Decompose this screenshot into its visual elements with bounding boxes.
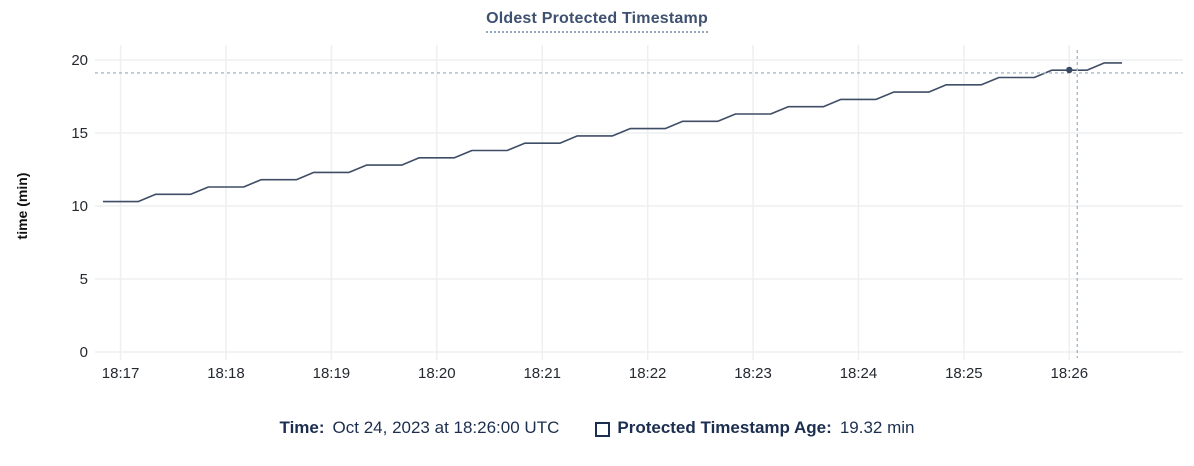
legend-time-value: Oct 24, 2023 at 18:26:00 UTC [332,418,560,437]
legend-series-label[interactable]: Protected Timestamp Age: [617,418,832,437]
x-tick-label: 18:23 [734,365,772,382]
x-tick-label: 18:19 [313,365,351,382]
x-tick-label: 18:22 [629,365,667,382]
y-axis-label: time (min) [14,173,30,240]
x-tick-label: 18:24 [840,365,878,382]
x-tick-label: 18:26 [1051,365,1089,382]
legend-series-value: 19.32 min [839,418,915,437]
x-tick-label: 18:20 [418,365,456,382]
y-tick-label: 15 [71,125,88,142]
y-tick-label: 0 [80,344,88,361]
y-tick-label: 20 [71,52,88,69]
legend-time-label: Time: [279,418,325,437]
series-toggle-checkbox[interactable] [595,421,611,437]
y-tick-label: 5 [80,271,88,288]
y-tick-label: 10 [71,198,88,215]
chart-title[interactable]: Oldest Protected Timestamp [486,10,708,33]
chart-header: Oldest Protected Timestamp [0,10,1194,33]
x-tick-label: 18:25 [945,365,983,382]
chart-legend: Time: Oct 24, 2023 at 18:26:00 UTC Prote… [0,418,1194,438]
x-tick-label: 18:21 [523,365,561,382]
x-tick-label: 18:18 [207,365,245,382]
x-tick-label: 18:17 [102,365,140,382]
series-line [103,62,1122,203]
timeseries-plot[interactable]: 0 5 10 15 20 18:17 18:18 18:19 18:20 18:21 18:22 18… [0,0,1194,402]
hover-point-dot [1066,66,1073,74]
